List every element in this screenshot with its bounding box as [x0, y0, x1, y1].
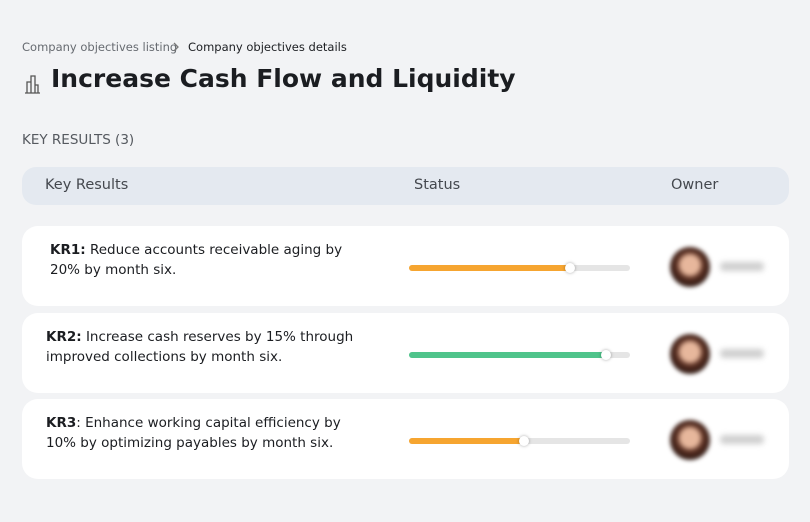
column-header: Owner: [671, 177, 719, 193]
key-result-description: Increase cash reserves by 15% through im…: [46, 329, 354, 365]
progress-track: [409, 263, 630, 273]
chevron: [173, 42, 179, 52]
key-result-text: KR1: Reduce accounts receivable aging by…: [50, 240, 370, 280]
key-result-id: KR1:: [50, 242, 86, 258]
section-title: KEY RESULTS (3): [22, 132, 135, 148]
owner-avatar: [670, 420, 710, 460]
column-header: Status: [414, 177, 461, 193]
key-result-id: KR2:: [46, 329, 82, 345]
owner-name-blurred: [720, 262, 764, 271]
progress-bar: [409, 265, 571, 271]
owner-avatar: [670, 247, 710, 287]
progress-bar: [409, 438, 524, 444]
breadcrumb-link[interactable]: Company objectives listing: [22, 40, 178, 54]
progress-knob: [518, 436, 529, 446]
breadcrumb-current: Company objectives details: [188, 40, 347, 54]
owner-name-blurred: [720, 435, 764, 444]
progress-bar: [409, 352, 606, 358]
key-result-row[interactable]: KR3: Enhance working capital efficiency …: [22, 399, 789, 479]
key-result-text: KR3: Enhance working capital efficiency …: [46, 413, 366, 453]
owner-name-blurred: [720, 349, 764, 358]
progress-track: [409, 350, 630, 360]
key-result-text: KR2: Increase cash reserves by 15% throu…: [46, 327, 366, 367]
owner-avatar: [670, 334, 710, 374]
table-header: Key Results Status Owner: [22, 167, 789, 205]
progress-track: [409, 436, 630, 446]
building-icon: [25, 75, 40, 94]
key-result-row[interactable]: KR1: Reduce accounts receivable aging by…: [22, 226, 789, 306]
progress-knob: [565, 263, 576, 273]
column-header: Key Results: [45, 177, 129, 193]
key-result-description: : Enhance working capital efficiency by …: [46, 415, 341, 451]
page-title: Increase Cash Flow and Liquidity: [51, 64, 516, 93]
key-result-row[interactable]: KR2: Increase cash reserves by 15% throu…: [22, 313, 789, 393]
key-result-id: KR3: [46, 415, 77, 431]
progress-knob: [600, 350, 611, 360]
key-result-description: Reduce accounts receivable aging by 20% …: [50, 242, 343, 278]
